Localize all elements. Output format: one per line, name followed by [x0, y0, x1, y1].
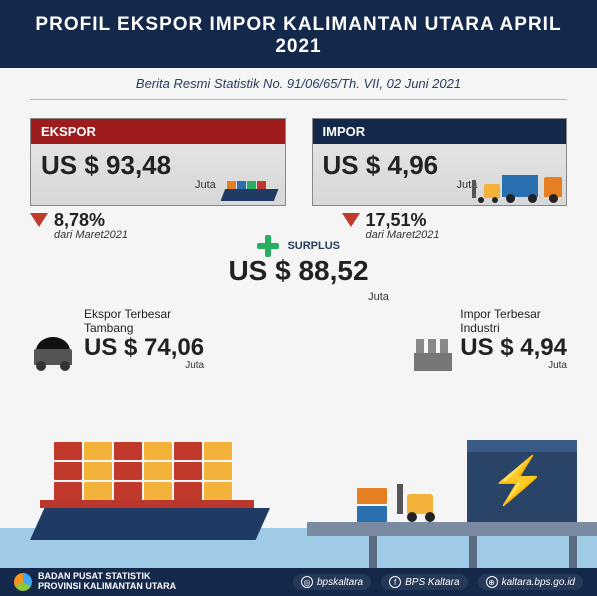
biggest-import-unit: Juta [460, 360, 567, 371]
surplus-unit: Juta [368, 291, 389, 303]
factory-icon [414, 337, 452, 371]
facebook-icon: f [389, 576, 401, 588]
port-scene: ⚡ [0, 428, 597, 568]
coal-cart-icon [30, 337, 76, 371]
ekspor-change-pct: 8,78% [54, 210, 128, 231]
globe-icon: ⊕ [486, 576, 498, 588]
ekspor-body: US $ 93,48 Juta [31, 144, 285, 205]
surplus-block: SURPLUS US $ 88,52 Juta [0, 235, 597, 305]
impor-label: IMPOR [313, 119, 567, 144]
impor-value: US $ 4,96 [323, 150, 439, 180]
instagram-icon: ◎ [301, 576, 313, 588]
instagram-text: bpskaltara [317, 577, 363, 588]
instagram-chip: ◎ bpskaltara [293, 574, 371, 590]
biggest-import-value: US $ 4,94 [460, 336, 567, 360]
ekspor-label: EKSPOR [31, 119, 285, 144]
impor-card: IMPOR US $ 4,96 Juta [312, 118, 568, 206]
web-chip: ⊕ kaltara.bps.go.id [478, 574, 583, 590]
biggest-export-label1: Ekspor Terbesar [84, 307, 204, 321]
stat-cards: EKSPOR US $ 93,48 Juta IMPOR US $ 4,96 J… [0, 118, 597, 206]
biggest-export-unit: Juta [84, 360, 204, 371]
forklift-scene-icon [397, 488, 447, 522]
biggest-row: Ekspor Terbesar Tambang US $ 74,06 Juta … [0, 305, 597, 371]
footer: BADAN PUSAT STATISTIK PROVINSI KALIMANTA… [0, 568, 597, 596]
biggest-import-label1: Impor Terbesar [460, 307, 567, 321]
forklift-icon [472, 181, 500, 203]
impor-body: US $ 4,96 Juta [313, 144, 567, 205]
plus-icon [257, 235, 279, 257]
facebook-chip: f BPS Kaltara [381, 574, 467, 590]
box-stack [357, 486, 387, 522]
web-text: kaltara.bps.go.id [502, 577, 575, 588]
org-line2: PROVINSI KALIMANTAN UTARA [38, 582, 176, 592]
impor-change: 17,51% dari Maret2021 [312, 206, 597, 241]
ship-icon [221, 171, 279, 201]
org-block: BADAN PUSAT STATISTIK PROVINSI KALIMANTA… [14, 572, 176, 592]
dock [307, 522, 597, 536]
arrow-down-icon [30, 213, 48, 227]
header: PROFIL EKSPOR IMPOR KALIMANTAN UTARA APR… [0, 0, 597, 68]
ekspor-card: EKSPOR US $ 93,48 Juta [30, 118, 286, 206]
page-title: PROFIL EKSPOR IMPOR KALIMANTAN UTARA APR… [10, 14, 587, 58]
bolt-icon: ⚡ [490, 453, 547, 508]
cargo-ship [30, 432, 270, 540]
facebook-text: BPS Kaltara [405, 577, 459, 588]
ekspor-change: 8,78% dari Maret2021 [0, 206, 286, 241]
biggest-export: Ekspor Terbesar Tambang US $ 74,06 Juta [30, 307, 286, 371]
subheader: Berita Resmi Statistik No. 91/06/65/Th. … [30, 68, 567, 100]
truck-icon [502, 171, 562, 203]
ekspor-change-from: dari Maret2021 [54, 229, 128, 241]
ekspor-value: US $ 93,48 [41, 150, 171, 180]
impor-change-from: dari Maret2021 [366, 229, 440, 241]
surplus-label: SURPLUS [287, 240, 340, 252]
footer-links: ◎ bpskaltara f BPS Kaltara ⊕ kaltara.bps… [293, 574, 583, 590]
arrow-down-icon [342, 213, 360, 227]
surplus-value: US $ 88,52 [0, 255, 597, 287]
biggest-import: Impor Terbesar Industri US $ 4,94 Juta [312, 307, 568, 371]
bps-logo-icon [14, 573, 32, 591]
biggest-export-value: US $ 74,06 [84, 336, 204, 360]
impor-change-pct: 17,51% [366, 210, 440, 231]
